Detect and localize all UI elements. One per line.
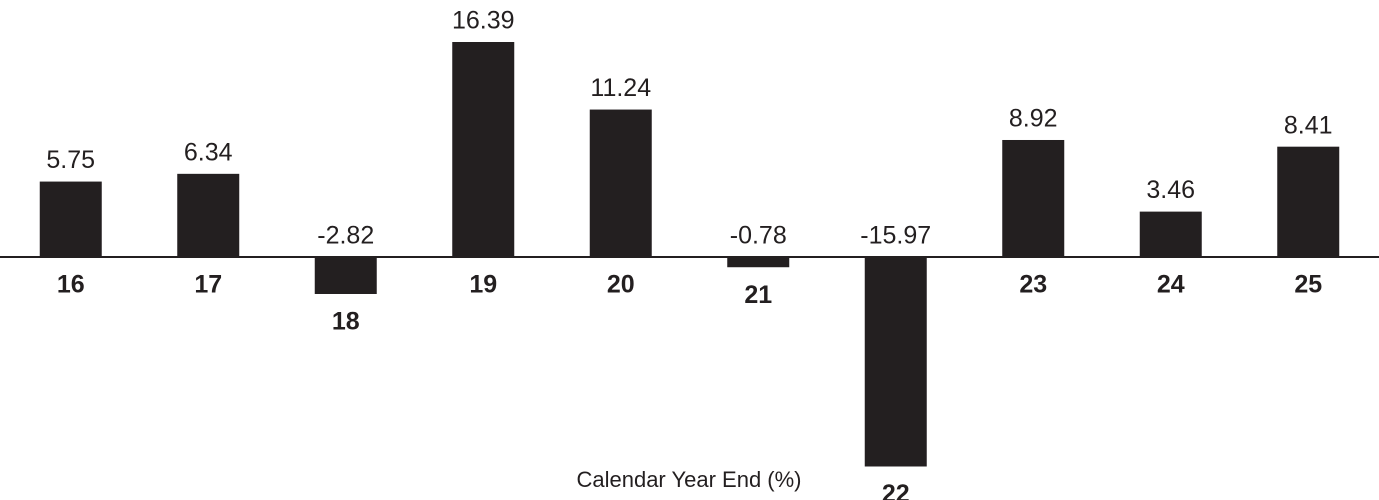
value-label: -15.97 bbox=[860, 222, 931, 250]
value-label: 8.41 bbox=[1284, 111, 1333, 139]
value-label: 8.92 bbox=[1009, 105, 1058, 133]
bar bbox=[39, 181, 102, 257]
category-label: 18 bbox=[332, 308, 360, 336]
bar bbox=[727, 257, 790, 268]
value-label: 6.34 bbox=[184, 138, 233, 166]
category-label: 21 bbox=[744, 281, 772, 309]
category-label: 24 bbox=[1157, 271, 1185, 299]
value-label: 11.24 bbox=[590, 74, 651, 102]
value-label: -2.82 bbox=[317, 222, 374, 250]
bar bbox=[1139, 211, 1202, 257]
category-label: 19 bbox=[469, 271, 497, 299]
category-label: 22 bbox=[882, 480, 910, 500]
bar bbox=[864, 257, 927, 467]
value-label: 3.46 bbox=[1146, 176, 1195, 204]
bar bbox=[452, 42, 515, 257]
x-axis-label: Calendar Year End (%) bbox=[576, 467, 801, 492]
bar bbox=[314, 257, 377, 294]
category-label: 17 bbox=[194, 271, 222, 299]
category-label: 16 bbox=[57, 271, 85, 299]
category-label: 20 bbox=[607, 271, 635, 299]
value-label: 5.75 bbox=[46, 146, 95, 174]
value-label: 16.39 bbox=[452, 7, 515, 35]
bar bbox=[1277, 146, 1340, 257]
bar bbox=[589, 109, 652, 258]
category-label: 25 bbox=[1294, 271, 1322, 299]
bar bbox=[1002, 139, 1065, 257]
bar bbox=[177, 173, 240, 257]
value-label: -0.78 bbox=[730, 222, 787, 250]
category-label: 23 bbox=[1019, 271, 1047, 299]
